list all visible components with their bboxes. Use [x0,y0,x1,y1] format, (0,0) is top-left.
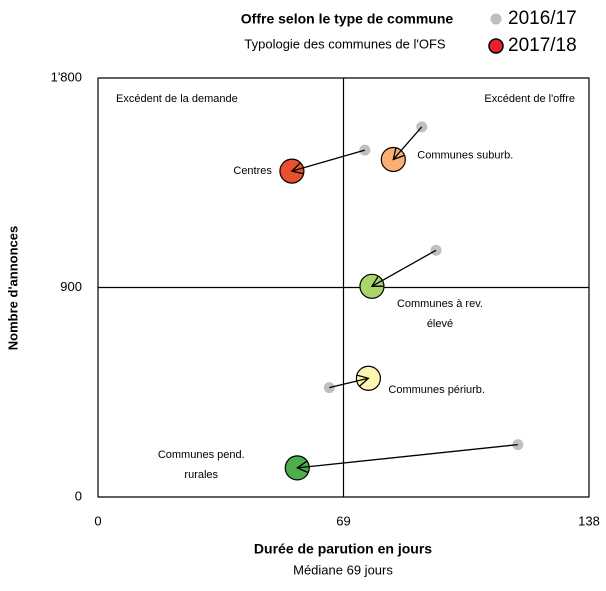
chart-title: Offre selon le type de commune [241,11,454,27]
arrow [297,443,518,468]
quadrant-label: Excédent de la demande [116,93,238,105]
point-label: rurales [184,469,218,481]
point-label: Centres [233,165,272,177]
point-label: Communes à rev. [397,298,483,310]
point-label: Communes suburb. [417,149,513,161]
point-label: Communes périurb. [388,384,485,396]
x-tick-label: 138 [578,513,600,528]
x-axis-label: Durée de parution en jours [254,541,432,557]
x-axis-note: Médiane 69 jours [293,562,393,577]
arrow [329,378,368,389]
y-tick-label: 0 [75,488,82,503]
legend-label: 2017/18 [508,35,577,56]
arrow [372,249,437,286]
y-tick-label: 900 [60,279,82,294]
y-tick-label: 1'800 [51,69,82,84]
point-label: Communes pend. [158,449,245,461]
quadrant-label: Excédent de l'offre [484,93,575,105]
point-label: élevé [427,318,453,330]
legend-marker [488,38,504,54]
y-axis-label: Nombre d'annonces [5,226,20,350]
x-tick-label: 69 [336,513,350,528]
legend-marker [490,13,502,25]
legend-label: 2016/17 [508,8,577,29]
arrow [292,149,366,171]
arrow [393,126,423,160]
x-tick-label: 0 [94,513,101,528]
chart-subtitle: Typologie des communes de l'OFS [244,36,446,51]
